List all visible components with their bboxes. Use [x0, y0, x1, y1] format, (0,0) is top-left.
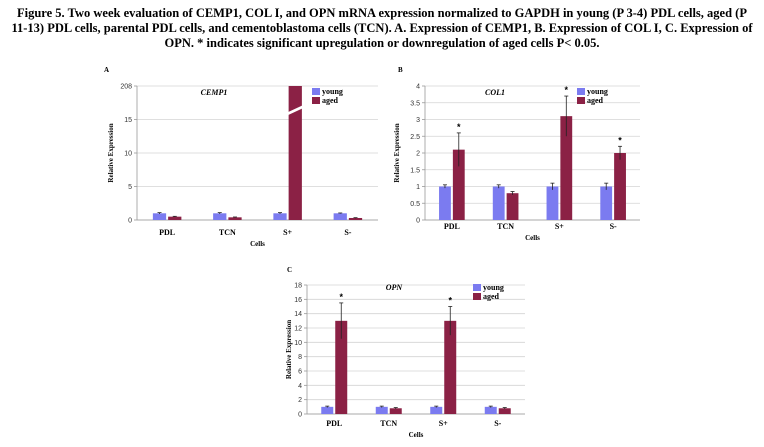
bar-young [484, 406, 497, 414]
bar-young [492, 186, 505, 220]
bar-aged [288, 86, 302, 220]
y-tick-label: 10 [294, 340, 302, 347]
panel-letter: B [398, 66, 403, 74]
x-category-label: TCN [380, 419, 397, 428]
y-tick-label: 0 [128, 218, 132, 225]
legend-swatch-aged [473, 293, 481, 300]
y-tick-label: 14 [294, 311, 302, 318]
legend-swatch-young [473, 284, 481, 291]
significance-star: * [339, 292, 343, 302]
legend-label-young: young [587, 87, 608, 96]
legend-label-young: young [483, 283, 504, 292]
significance-star: * [457, 122, 461, 132]
y-tick-label: 5 [128, 184, 132, 191]
x-category-label: PDL [326, 419, 342, 428]
y-tick-label: 8 [298, 354, 302, 361]
legend-swatch-young [577, 88, 585, 95]
legend-label-young: young [322, 87, 343, 96]
bar-young [430, 406, 443, 414]
y-tick-label: 208 [120, 84, 132, 91]
bar-aged [452, 149, 465, 220]
x-category-label: PDL [159, 228, 175, 237]
legend-label-aged: aged [322, 96, 339, 105]
significance-star: * [448, 296, 452, 306]
x-axis-title: Cells [409, 431, 424, 439]
y-tick-label: 6 [298, 369, 302, 376]
y-tick-label: 3 [416, 117, 420, 124]
bar-aged [348, 217, 363, 220]
significance-star: * [565, 85, 569, 95]
x-axis-title: Cells [250, 240, 265, 248]
x-category-label: S+ [555, 222, 564, 231]
x-category-label: S- [344, 228, 351, 237]
bar-young [321, 406, 334, 414]
chart-panel-col1: B 0 0.5 1 1.5 2 2.5 3 3.5 4 COL1 * PDL TCN * S+ * S- Cells… [393, 66, 640, 242]
y-tick-label: 10 [124, 151, 132, 158]
chart-title: COL1 [485, 88, 505, 97]
y-tick-label: 2 [298, 397, 302, 404]
panel-letter: A [104, 66, 109, 74]
bar-aged [335, 320, 348, 414]
legend-swatch-young [312, 88, 320, 95]
y-axis-title: Relative Expression [393, 123, 401, 182]
y-tick-label: 2.5 [410, 134, 420, 141]
bar-aged [498, 408, 511, 414]
legend-swatch-aged [577, 97, 585, 104]
y-tick-label: 16 [294, 297, 302, 304]
significance-star: * [618, 135, 622, 145]
y-tick-label: 18 [294, 283, 302, 290]
bar-young [600, 186, 613, 220]
y-tick-label: 4 [416, 84, 420, 91]
chart-title: OPN [386, 283, 404, 292]
x-category-label: TCN [219, 228, 236, 237]
legend-label-aged: aged [587, 96, 604, 105]
bar-young [152, 213, 167, 220]
chart-panel-cemp1: A 0 5 10 15 208 CEMP1 PDL TCN S+ S- Cells Relative E… [104, 66, 378, 248]
y-tick-label: 0 [298, 412, 302, 419]
y-tick-label: 0.5 [410, 201, 420, 208]
bar-young [546, 186, 559, 220]
x-category-label: PDL [444, 222, 460, 231]
bar-young [375, 406, 388, 414]
bar-young [439, 186, 451, 220]
chart-panel-opn: C 0 2 4 6 8 10 12 14 16 18 OPN * PDL TCN * S+ S- Cells Rela… [285, 266, 525, 439]
bar-young [273, 213, 287, 220]
x-category-label: S- [494, 419, 501, 428]
chart-title: CEMP1 [201, 88, 228, 97]
bar-aged [560, 116, 573, 220]
bar-aged [506, 193, 519, 220]
bar-young [333, 213, 347, 220]
x-category-label: S- [610, 222, 617, 231]
x-category-label: TCN [497, 222, 514, 231]
y-tick-label: 2 [416, 151, 420, 158]
y-tick-label: 3.5 [410, 100, 420, 107]
legend-label-aged: aged [483, 292, 500, 301]
axis-break-marker [286, 104, 304, 116]
bar-aged [389, 408, 402, 414]
y-tick-label: 4 [298, 383, 302, 390]
y-tick-label: 0 [416, 218, 420, 225]
y-axis-title: Relative Expression [107, 123, 115, 182]
y-tick-label: 1 [416, 184, 420, 191]
legend-swatch-aged [312, 97, 320, 104]
y-tick-label: 1.5 [410, 167, 420, 174]
bar-aged [444, 320, 457, 414]
bar-young [213, 213, 227, 220]
bar-aged [228, 217, 242, 220]
y-axis-title: Relative Expression [285, 320, 293, 379]
panel-letter: C [287, 266, 292, 274]
x-axis-title: Cells [525, 234, 540, 242]
x-category-label: S+ [439, 419, 448, 428]
bar-aged [614, 153, 626, 220]
y-tick-label: 15 [124, 117, 132, 124]
x-category-label: S+ [283, 228, 292, 237]
y-tick-label: 12 [294, 326, 302, 333]
bar-aged [168, 216, 182, 220]
figure-caption: Figure 5. Two week evaluation of CEMP1, … [11, 6, 753, 50]
